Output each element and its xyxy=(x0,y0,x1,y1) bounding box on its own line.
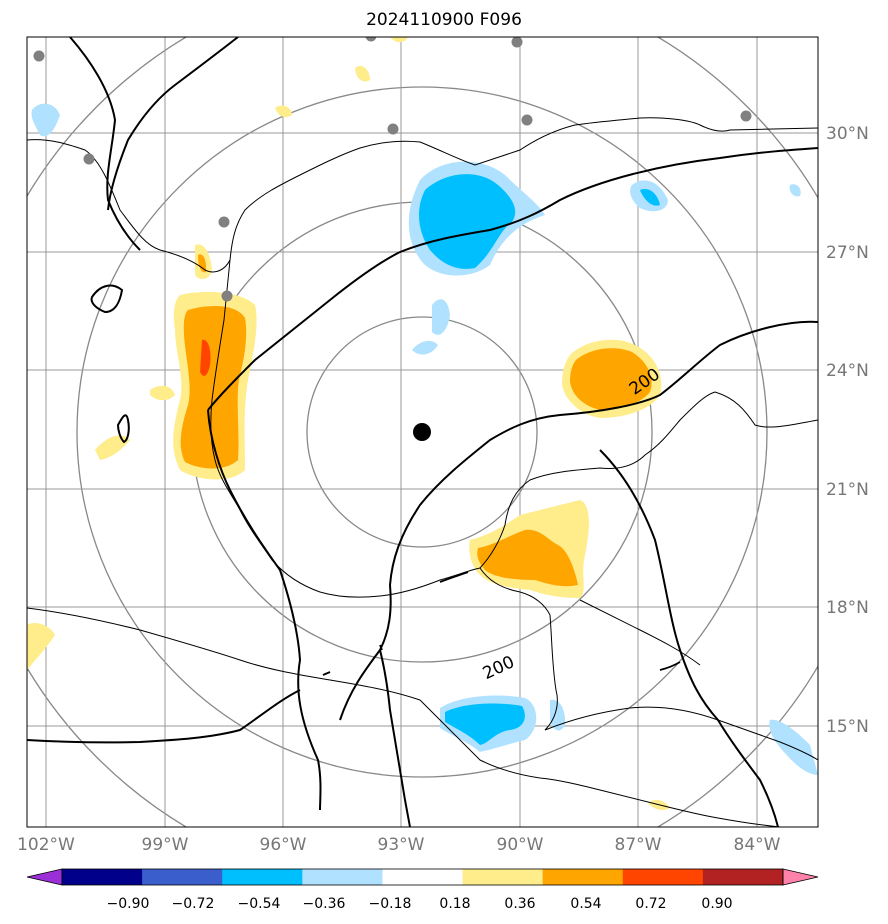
lon-label: 90°W xyxy=(497,835,544,855)
colorbar-tick-label: 0.72 xyxy=(635,896,666,912)
longitude-labels: 102°W 99°W 96°W 93°W 90°W 87°W 84°W xyxy=(17,835,781,855)
colorbar-segment xyxy=(542,869,624,885)
colorbar-tick-label: −0.36 xyxy=(303,896,346,912)
lon-label: 93°W xyxy=(378,835,425,855)
colorbar-tick-label: −0.18 xyxy=(369,896,412,912)
colorbar-extend-high xyxy=(782,868,819,886)
colorbar-segment xyxy=(222,869,303,885)
coastlines xyxy=(27,117,818,827)
colorbar-tick-label: −0.54 xyxy=(238,896,281,912)
islands xyxy=(322,571,681,676)
colorbar-tick-label: 0.54 xyxy=(570,896,601,912)
lat-label: 27°N xyxy=(826,243,869,263)
lon-label: 84°W xyxy=(734,835,781,855)
map-title: 2024110900 F096 xyxy=(366,10,522,30)
colorbar-segment xyxy=(142,869,223,885)
map-frame xyxy=(26,36,819,828)
lon-label: 102°W xyxy=(17,835,75,855)
colorbar-segments xyxy=(26,868,819,886)
colorbar-tick-label: −0.90 xyxy=(107,896,150,912)
colorbar-segment xyxy=(702,869,784,885)
colorbar-outline xyxy=(61,868,784,886)
colorbar-tick-label: 0.90 xyxy=(701,896,732,912)
lat-label: 18°N xyxy=(826,598,869,618)
lon-label: 99°W xyxy=(142,835,189,855)
colorbar-tick-label: 0.18 xyxy=(439,896,470,912)
storm-center-marker xyxy=(413,423,431,441)
gridlines xyxy=(27,37,818,827)
colorbar-segment xyxy=(622,869,704,885)
lon-label: 96°W xyxy=(260,835,307,855)
station-markers xyxy=(33,37,752,302)
colorbar-segment xyxy=(62,869,143,885)
lat-label: 21°N xyxy=(826,480,869,500)
colorbar: −0.90 −0.72 −0.54 −0.36 −0.18 0.18 0.36 … xyxy=(26,868,819,912)
colorbar-segment xyxy=(382,869,464,885)
colorbar-tick-label: 0.36 xyxy=(504,896,535,912)
lon-label: 87°W xyxy=(615,835,662,855)
lat-label: 15°N xyxy=(826,717,869,737)
contour-200 xyxy=(27,37,818,827)
negative-anomaly-areas xyxy=(31,103,818,775)
colorbar-tick-label: −0.72 xyxy=(172,896,215,912)
colorbar-tick-labels: −0.90 −0.72 −0.54 −0.36 −0.18 0.18 0.36 … xyxy=(107,896,733,912)
colorbar-segment xyxy=(462,869,544,885)
colorbar-segment xyxy=(302,869,383,885)
lat-label: 30°N xyxy=(826,124,869,144)
colorbar-extend-low xyxy=(26,868,63,886)
lat-label: 24°N xyxy=(826,361,869,381)
latitude-labels: 30°N 27°N 24°N 21°N 18°N 15°N xyxy=(826,124,869,737)
